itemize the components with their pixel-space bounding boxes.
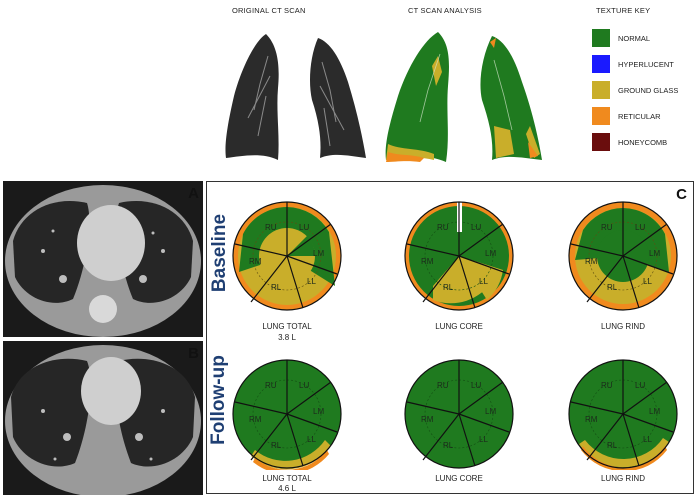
seg-rl: RL <box>271 441 282 450</box>
seg-lm: LM <box>313 249 324 258</box>
seg-ll: LL <box>643 435 652 444</box>
key-label-hyperlucent: HYPERLUCENT <box>618 59 674 69</box>
seg-lm: LM <box>313 407 324 416</box>
seg-ru: RU <box>437 223 449 232</box>
ct-analysis-title: CT SCAN ANALYSIS <box>408 6 482 15</box>
seg-rl: RL <box>607 283 618 292</box>
followup-total-volume: 4.6 L <box>278 484 296 493</box>
reticular-swatch <box>592 107 610 125</box>
seg-lu: LU <box>635 223 645 232</box>
panel-a-label: A <box>188 185 199 202</box>
followup-rind-caption: LUNG RIND <box>600 474 645 483</box>
seg-ll: LL <box>307 277 316 286</box>
key-honeycomb: HONEYCOMB <box>592 133 667 151</box>
ct-analysis-image <box>385 32 542 162</box>
seg-rl: RL <box>443 283 454 292</box>
seg-lu: LU <box>635 381 645 390</box>
followup-total-pie: RU LU RM LM RL LL <box>232 359 342 470</box>
panel-b-label: B <box>188 345 199 362</box>
seg-rm: RM <box>421 257 434 266</box>
seg-rm: RM <box>249 257 262 266</box>
seg-ru: RU <box>601 381 613 390</box>
panel-c-label: C <box>676 186 687 203</box>
followup-core-pie: RU LU RM LM RL LL <box>404 359 514 469</box>
seg-lm: LM <box>485 407 496 416</box>
seg-lu: LU <box>471 381 481 390</box>
baseline-core-pie: RU LU RM LM RL LL <box>404 201 514 311</box>
texture-key-title: TEXTURE KEY <box>596 6 651 15</box>
baseline-rind-caption: LUNG RIND <box>600 322 645 331</box>
honeycomb-swatch <box>592 133 610 151</box>
seg-ll: LL <box>479 435 488 444</box>
seg-lm: LM <box>649 249 660 258</box>
panel-c: C Baseline Follow-up RU LU RM LM RL LL <box>206 181 694 494</box>
hyperlucent-swatch <box>592 55 610 73</box>
seg-lu: LU <box>299 381 309 390</box>
followup-total-caption: LUNG TOTAL <box>262 474 312 483</box>
seg-lu: LU <box>471 223 481 232</box>
seg-ll: LL <box>643 277 652 286</box>
original-ct-title: ORIGINAL CT SCAN <box>232 6 306 15</box>
seg-ll: LL <box>307 435 316 444</box>
baseline-core-caption: LUNG CORE <box>435 322 483 331</box>
row-label-followup: Follow-up <box>208 355 229 445</box>
row-label-baseline: Baseline <box>209 213 230 293</box>
followup-rind-pie: RU LU RM LM RL LL <box>568 359 678 470</box>
followup-core-caption: LUNG CORE <box>435 474 483 483</box>
baseline-rind-pie: RU LU RM LM RL LL <box>568 201 678 311</box>
seg-rm: RM <box>585 257 598 266</box>
seg-lm: LM <box>649 407 660 416</box>
key-label-normal: NORMAL <box>618 33 651 43</box>
seg-rl: RL <box>271 283 282 292</box>
seg-rm: RM <box>585 415 598 424</box>
key-label-ground-glass: GROUND GLASS <box>618 85 679 95</box>
seg-ll: LL <box>479 277 488 286</box>
ct-panel-a: A <box>3 181 203 337</box>
baseline-total-caption: LUNG TOTAL <box>262 322 312 331</box>
key-hyperlucent: HYPERLUCENT <box>592 55 674 73</box>
seg-ru: RU <box>265 381 277 390</box>
baseline-total-pie: RU LU RM LM RL LL <box>232 201 342 311</box>
original-ct-image <box>225 34 366 160</box>
seg-rl: RL <box>607 441 618 450</box>
seg-ru: RU <box>437 381 449 390</box>
baseline-total-volume: 3.8 L <box>278 333 296 342</box>
seg-lm: LM <box>485 249 496 258</box>
key-ground-glass: GROUND GLASS <box>592 81 678 99</box>
key-label-honeycomb: HONEYCOMB <box>618 137 668 147</box>
key-normal: NORMAL <box>592 29 650 47</box>
seg-rm: RM <box>249 415 262 424</box>
seg-rl: RL <box>443 441 454 450</box>
seg-lu: LU <box>299 223 309 232</box>
ct-panel-b: B <box>3 341 203 495</box>
key-label-reticular: RETICULAR <box>618 111 661 121</box>
key-reticular: RETICULAR <box>592 107 661 125</box>
seg-ru: RU <box>601 223 613 232</box>
normal-swatch <box>592 29 610 47</box>
seg-ru: RU <box>265 223 277 232</box>
seg-rm: RM <box>421 415 434 424</box>
ground-glass-swatch <box>592 81 610 99</box>
